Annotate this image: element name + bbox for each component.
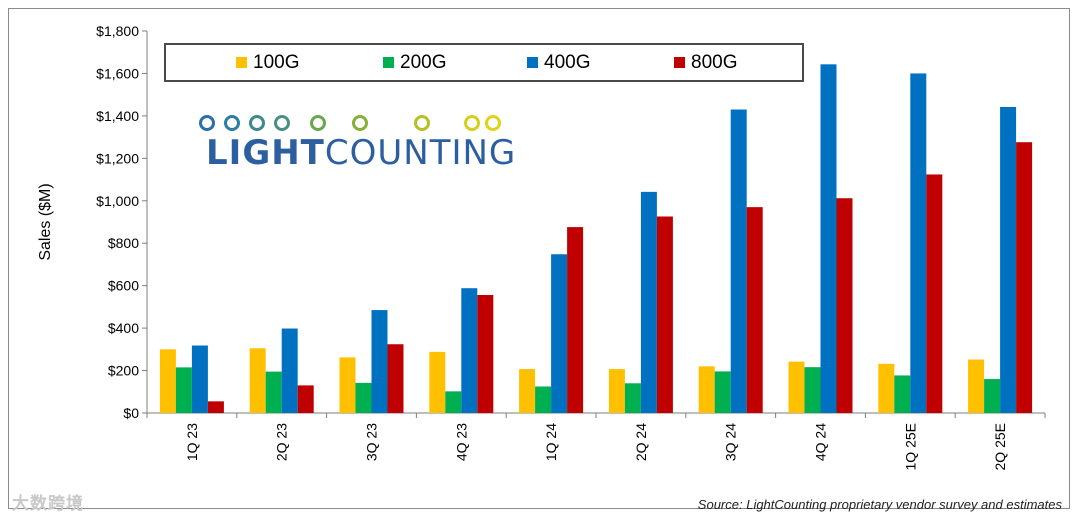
bar-100G-1Q24 [519, 369, 536, 413]
logo-text-light: LIGHT [206, 133, 325, 173]
lightcounting-logo [194, 115, 512, 131]
bar-200G-1Q25E [894, 375, 911, 413]
bar-200G-1Q23 [175, 367, 192, 413]
bar-400G-4Q24 [820, 64, 837, 414]
y-axis-title: Sales ($M) [37, 183, 54, 260]
x-tick-label: 2Q 24 [633, 423, 649, 461]
bar-400G-2Q25E [1000, 106, 1017, 413]
logo-bead [310, 115, 326, 131]
legend-item-800G: 800G [674, 45, 737, 80]
bar-100G-1Q23 [159, 349, 176, 413]
y-tick-label: $1,600 [96, 65, 139, 81]
bar-100G-4Q24 [788, 361, 805, 413]
bar-400G-1Q25E [910, 73, 927, 413]
legend-swatch [236, 57, 247, 68]
source-note: Source: LightCounting proprietary vendor… [697, 497, 1062, 512]
bar-800G-3Q23 [387, 344, 404, 413]
bar-400G-3Q23 [371, 310, 388, 413]
logo-text-counting: COUNTING [324, 133, 517, 173]
legend-swatch [674, 57, 685, 68]
bar-200G-4Q24 [804, 367, 821, 413]
bar-400G-2Q23 [281, 328, 298, 413]
y-tick-label: $0 [123, 405, 139, 421]
logo-bead [224, 115, 240, 131]
logo-bead [199, 115, 215, 131]
y-tick-label: $200 [108, 363, 139, 379]
y-tick-label: $600 [108, 278, 139, 294]
bar-800G-3Q24 [746, 207, 763, 413]
x-tick-label: 1Q 25E [902, 423, 918, 470]
x-tick-label: 3Q 24 [723, 423, 739, 461]
logo-bead [249, 115, 265, 131]
logo-bead [352, 115, 368, 131]
x-tick-label: 2Q 23 [274, 423, 290, 461]
bar-800G-1Q24 [567, 227, 584, 413]
bar-200G-3Q23 [355, 382, 372, 413]
bar-400G-1Q24 [551, 254, 568, 413]
logo-bead [414, 115, 430, 131]
bar-100G-1Q25E [878, 363, 895, 413]
bar-200G-2Q24 [624, 383, 641, 413]
y-tick-label: $400 [108, 320, 139, 336]
x-tick-label: 4Q 23 [453, 423, 469, 461]
bar-800G-2Q25E [1016, 142, 1033, 413]
bar-200G-4Q23 [445, 391, 462, 413]
legend-swatch [527, 57, 538, 68]
x-tick-label: 4Q 24 [813, 423, 829, 461]
legend-label: 400G [544, 51, 591, 73]
y-tick-label: $1,000 [96, 193, 139, 209]
legend-swatch [383, 57, 394, 68]
legend-item-400G: 400G [527, 45, 590, 80]
bar-400G-3Q24 [730, 109, 747, 414]
logo-bead [485, 115, 501, 131]
y-tick-label: $1,400 [96, 108, 139, 124]
legend-label: 200G [400, 51, 447, 73]
legend: 100G 200G 400G 800G [164, 43, 804, 82]
bar-800G-4Q23 [477, 295, 494, 413]
bar-100G-3Q23 [339, 357, 356, 413]
bar-200G-2Q23 [265, 371, 282, 413]
logo-wordmark: LIGHTCOUNTING [206, 133, 516, 173]
bar-800G-2Q24 [656, 216, 673, 413]
bar-400G-4Q23 [461, 288, 478, 413]
x-tick-label: 3Q 23 [364, 423, 380, 461]
x-tick-label: 1Q 24 [543, 423, 559, 461]
y-tick-label: $1,200 [96, 150, 139, 166]
bar-800G-2Q23 [297, 385, 314, 413]
bar-800G-1Q23 [207, 401, 224, 413]
logo-bead [274, 115, 290, 131]
bar-100G-2Q25E [968, 359, 985, 413]
bar-100G-2Q24 [608, 369, 625, 413]
bar-400G-1Q23 [191, 345, 208, 413]
bar-800G-4Q24 [836, 198, 853, 413]
y-tick-label: $1,800 [96, 23, 139, 39]
watermark: 大数跨境 [12, 494, 84, 514]
logo-bead [464, 115, 480, 131]
legend-item-100G: 100G [236, 45, 299, 80]
y-tick-label: $800 [108, 235, 139, 251]
bar-200G-2Q25E [984, 379, 1001, 413]
chart-frame [8, 8, 1070, 509]
x-tick-label: 1Q 23 [184, 423, 200, 461]
legend-label: 800G [691, 51, 738, 73]
bar-200G-1Q24 [535, 386, 552, 413]
x-tick-label: 2Q 25E [992, 423, 1008, 470]
bar-400G-2Q24 [640, 191, 657, 413]
legend-item-200G: 200G [383, 45, 446, 80]
legend-label: 100G [253, 51, 300, 73]
bar-100G-2Q23 [249, 348, 266, 413]
bar-100G-3Q24 [698, 366, 715, 413]
bar-100G-4Q23 [429, 351, 446, 413]
bar-200G-3Q24 [714, 371, 731, 413]
bar-800G-1Q25E [926, 174, 943, 413]
